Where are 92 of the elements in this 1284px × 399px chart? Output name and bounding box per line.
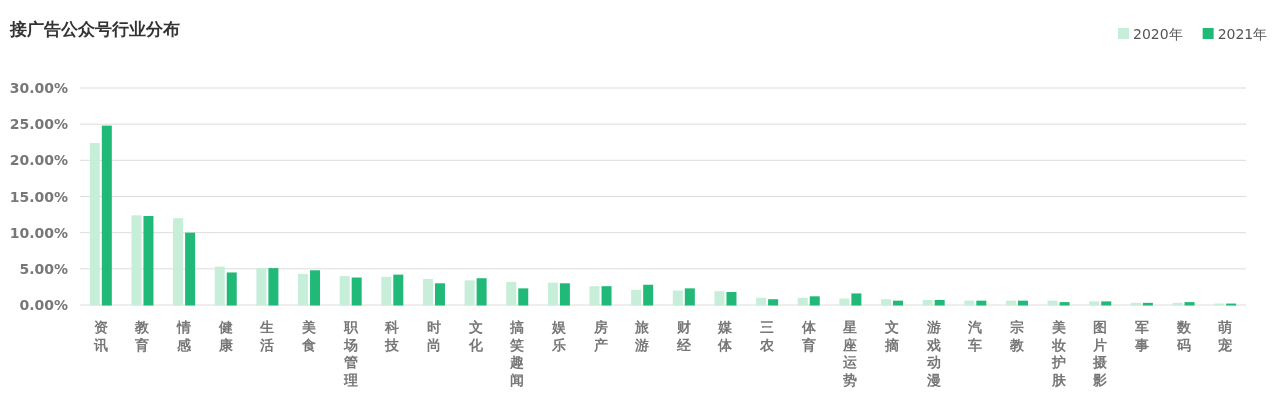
x-tick-label: 资讯 xyxy=(92,319,108,353)
bar xyxy=(643,284,654,306)
bar xyxy=(1089,301,1100,306)
x-tick-label: 美妆护肤 xyxy=(1050,319,1067,388)
x-tick-label: 汽车 xyxy=(967,319,983,353)
x-tick-label: 生活 xyxy=(259,319,275,353)
bar xyxy=(756,297,767,306)
x-tick-label: 美食 xyxy=(301,319,317,353)
bar xyxy=(1101,301,1112,306)
x-tick-label: 教育 xyxy=(134,319,151,353)
x-tick-label: 游戏动漫 xyxy=(925,319,941,388)
x-tick-label: 搞笑趣闻 xyxy=(509,319,525,388)
bar xyxy=(476,278,487,306)
bar xyxy=(1172,302,1183,306)
y-tick-label: 10.00% xyxy=(9,224,68,241)
bar xyxy=(559,283,570,306)
bar xyxy=(964,300,975,306)
x-tick-label: 体育 xyxy=(800,319,817,353)
bar xyxy=(434,283,445,306)
x-tick-label: 房产 xyxy=(592,319,608,353)
bar xyxy=(310,270,321,306)
bar xyxy=(881,299,892,306)
x-tick-label: 情感 xyxy=(176,319,193,353)
bar xyxy=(1130,302,1141,306)
y-tick-label: 5.00% xyxy=(19,260,68,277)
y-tick-label: 25.00% xyxy=(9,116,68,133)
bar xyxy=(173,218,184,306)
bar xyxy=(672,290,683,306)
y-tick-label: 15.00% xyxy=(9,188,68,205)
bar xyxy=(768,299,779,306)
bar xyxy=(1017,300,1028,306)
bar xyxy=(684,288,695,306)
x-tick-label: 军事 xyxy=(1133,319,1149,353)
bar xyxy=(422,278,433,306)
legend-label: 2020年 xyxy=(1133,26,1183,42)
bar xyxy=(298,273,309,306)
bar xyxy=(797,297,808,306)
x-tick-label: 萌宠 xyxy=(1217,319,1233,353)
x-tick-label: 文摘 xyxy=(884,319,900,353)
x-tick-label: 星座运势 xyxy=(842,319,859,388)
x-tick-label: 娱乐 xyxy=(550,319,567,353)
x-tick-label: 职场管理 xyxy=(342,319,359,388)
x-tick-label: 数码 xyxy=(1175,319,1192,353)
x-tick-label: 旅游 xyxy=(634,319,651,353)
x-tick-label: 文化 xyxy=(467,319,484,353)
bar xyxy=(381,276,392,306)
chart-title: 接广告公众号行业分布 xyxy=(9,19,180,39)
bar xyxy=(226,272,237,306)
x-tick-label: 图片摄影 xyxy=(1092,319,1109,388)
bar xyxy=(809,296,820,306)
bar xyxy=(1059,302,1070,306)
bar xyxy=(214,266,225,306)
bar xyxy=(1142,302,1153,306)
x-tick-label: 财经 xyxy=(675,319,692,353)
bar xyxy=(339,276,350,306)
x-tick-label: 媒体 xyxy=(717,319,734,353)
x-tick-label: 健康 xyxy=(217,319,234,353)
bar xyxy=(631,289,642,306)
bar xyxy=(89,142,100,306)
legend-label: 2021年 xyxy=(1217,26,1268,42)
bar xyxy=(839,298,850,306)
x-tick-label: 时尚 xyxy=(426,319,441,353)
bar xyxy=(893,300,904,306)
bar xyxy=(506,281,517,306)
bar xyxy=(589,286,600,306)
bar xyxy=(268,268,279,306)
bar xyxy=(143,216,154,306)
bar xyxy=(185,232,196,306)
bar xyxy=(351,277,362,306)
bar xyxy=(726,291,737,306)
bar xyxy=(976,300,987,306)
bar xyxy=(256,268,267,306)
x-tick-label: 宗教 xyxy=(1008,319,1025,353)
x-tick-label: 三农 xyxy=(759,319,776,353)
bar xyxy=(131,215,142,306)
bar xyxy=(1005,300,1016,306)
bar xyxy=(851,293,862,306)
bar xyxy=(1047,300,1058,306)
x-tick-label: 科技 xyxy=(384,319,401,353)
y-tick-label: 30.00% xyxy=(9,80,68,96)
bar xyxy=(393,274,404,306)
bar xyxy=(547,282,558,306)
bar xyxy=(464,280,475,306)
bar xyxy=(714,291,725,306)
bar xyxy=(934,299,945,306)
bar xyxy=(101,125,112,306)
bar xyxy=(518,288,529,306)
bar xyxy=(922,299,933,306)
y-tick-label: 20.00% xyxy=(9,152,68,169)
y-tick-label: 0.00% xyxy=(19,297,68,313)
bar xyxy=(1184,302,1195,306)
bar xyxy=(601,286,612,306)
